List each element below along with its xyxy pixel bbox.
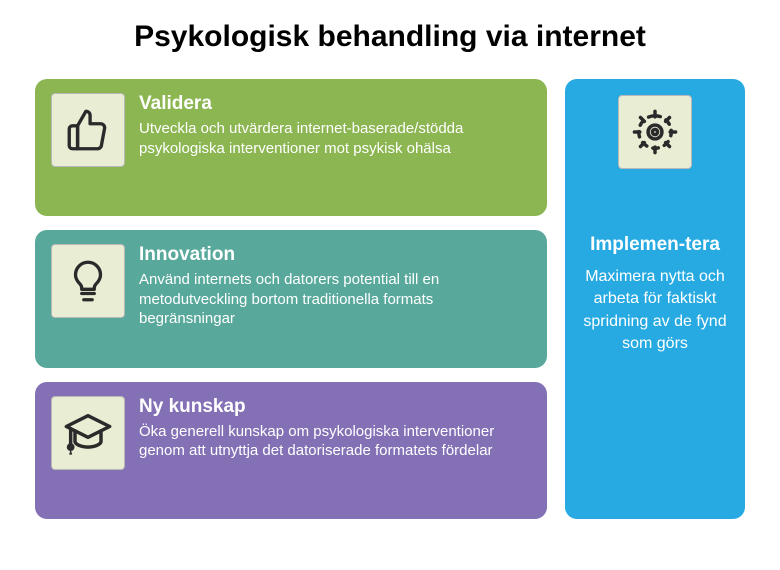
card-body: Ny kunskap Öka generell kunskap om psyko… <box>139 396 531 461</box>
graduation-cap-icon <box>51 396 125 470</box>
card-desc: Använd internets och datorers potential … <box>139 270 531 329</box>
gear-icon <box>618 95 692 169</box>
card-title: Ny kunskap <box>139 396 531 418</box>
lightbulb-icon <box>51 244 125 318</box>
card-ny-kunskap: Ny kunskap Öka generell kunskap om psyko… <box>35 382 547 519</box>
card-innovation: Innovation Använd internets och datorers… <box>35 230 547 367</box>
card-body: Validera Utveckla och utvärdera internet… <box>139 93 531 158</box>
card-validera: Validera Utveckla och utvärdera internet… <box>35 79 547 216</box>
card-implementera: Implemen-tera Maximera nytta och arbeta … <box>565 79 745 519</box>
card-title: Validera <box>139 93 531 115</box>
content-layout: Validera Utveckla och utvärdera internet… <box>35 79 745 519</box>
thumbs-up-icon <box>51 93 125 167</box>
page-title: Psykologisk behandling via internet <box>35 20 745 54</box>
right-card-title: Implemen-tera <box>590 234 720 256</box>
card-title: Innovation <box>139 244 531 266</box>
card-body: Innovation Använd internets och datorers… <box>139 244 531 329</box>
right-column: Implemen-tera Maximera nytta och arbeta … <box>565 79 745 519</box>
card-desc: Utveckla och utvärdera internet-baserade… <box>139 119 531 158</box>
right-card-desc: Maximera nytta och arbeta för faktiskt s… <box>579 266 731 356</box>
left-column: Validera Utveckla och utvärdera internet… <box>35 79 547 519</box>
card-desc: Öka generell kunskap om psykologiska int… <box>139 422 531 461</box>
